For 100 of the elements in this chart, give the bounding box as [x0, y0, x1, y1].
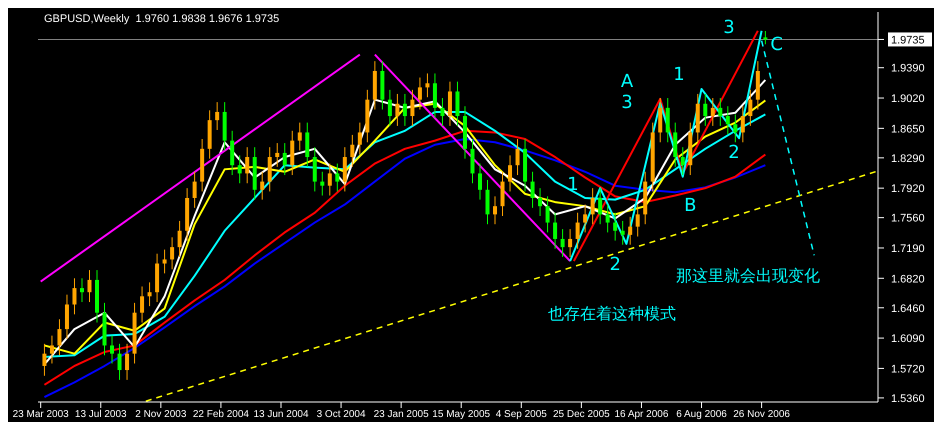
- candlestick: [320, 171, 324, 196]
- candlestick: [613, 212, 618, 242]
- candlestick: [118, 343, 122, 380]
- candlestick: [530, 171, 535, 208]
- candlestick: [620, 220, 625, 246]
- candlestick: [576, 212, 580, 250]
- x-tick-label: 22 Feb 2004: [192, 409, 250, 420]
- candlestick: [110, 335, 114, 364]
- candlestick: [553, 212, 558, 250]
- candlestick: [478, 163, 482, 200]
- candlestick: [192, 171, 197, 208]
- x-tick-label: 16 Apr 2006: [614, 409, 669, 420]
- candlestick: [42, 343, 46, 376]
- candlestick: [636, 204, 640, 237]
- candlestick: [425, 72, 430, 98]
- candlestick: [410, 89, 414, 126]
- candlestick: [245, 146, 250, 184]
- y-tick-label: 1.7920: [891, 183, 925, 196]
- candlestick: [680, 146, 685, 176]
- candlestick: [508, 154, 512, 192]
- y-tick-label: 1.9735: [891, 34, 925, 46]
- candlestick: [440, 98, 444, 126]
- x-tick-label: 25 Dec 2005: [553, 409, 610, 420]
- candlestick: [568, 228, 572, 258]
- chart-title: GBPUSD,Weekly 1.9760 1.9838 1.9676 1.9735: [44, 13, 280, 25]
- y-tick-label: 1.6460: [891, 302, 925, 315]
- candlestick: [328, 163, 332, 196]
- candlestick: [87, 270, 92, 303]
- candlestick: [125, 343, 130, 380]
- y-tick-label: 1.5720: [891, 363, 925, 376]
- y-tick-label: 1.9020: [891, 93, 925, 106]
- candlestick: [170, 236, 174, 270]
- x-tick-label: 26 Nov 2006: [733, 409, 790, 420]
- candlestick: [606, 204, 610, 233]
- x-tick-label: 2 Nov 2003: [135, 409, 187, 420]
- y-tick-label: 1.7560: [891, 212, 925, 225]
- annotation: A: [620, 71, 634, 92]
- candlestick: [726, 106, 730, 135]
- candlestick: [546, 196, 550, 233]
- candlestick: [598, 188, 602, 225]
- candlestick: [298, 122, 302, 151]
- candlestick: [493, 196, 498, 225]
- annotation: 也存在着这种模式: [548, 304, 676, 324]
- x-tick-label: 3 Oct 2004: [316, 409, 366, 420]
- candlestick: [402, 93, 407, 126]
- annotation: 1: [567, 174, 579, 196]
- y-tick-label: 1.7190: [891, 242, 925, 255]
- candlestick: [418, 77, 422, 110]
- y-tick-label: 1.6090: [891, 333, 925, 346]
- candlestick: [148, 282, 152, 307]
- x-tick-label: 4 Sep 2005: [496, 409, 548, 420]
- candlestick: [350, 134, 354, 168]
- candlestick: [388, 89, 392, 126]
- x-tick-label: 13 Jul 2003: [74, 409, 128, 420]
- x-tick-label: 6 Aug 2006: [676, 409, 728, 420]
- y-tick-label: 1.8290: [891, 152, 925, 165]
- annotation: 2: [609, 254, 621, 276]
- candlestick: [260, 171, 264, 200]
- candlestick: [710, 98, 715, 126]
- annotation: B: [684, 195, 696, 216]
- candlestick: [748, 89, 752, 126]
- candlestick: [215, 102, 220, 130]
- candlestick: [358, 122, 362, 156]
- candlestick: [72, 278, 76, 315]
- x-tick-label: 13 Jun 2004: [253, 409, 309, 420]
- annotation: 1: [673, 64, 685, 86]
- x-tick-label: 15 May 2005: [432, 409, 491, 420]
- candlestick: [275, 142, 280, 168]
- candlestick: [50, 335, 54, 364]
- y-tick-label: 1.6820: [891, 273, 925, 286]
- candlestick: [178, 220, 182, 258]
- y-tick-label: 1.9390: [891, 62, 925, 75]
- candlestick: [395, 93, 400, 126]
- candlestick: [733, 114, 738, 143]
- x-tick-label: 23 Mar 2003: [12, 409, 70, 420]
- annotation: 那这里就会出现变化: [676, 266, 820, 286]
- candlestick: [590, 188, 595, 225]
- candlestick: [628, 216, 632, 246]
- y-tick-label: 1.8650: [891, 123, 925, 136]
- candlestick: [763, 30, 768, 45]
- annotation: 2: [728, 142, 740, 164]
- candlestick: [80, 278, 84, 303]
- candlestick: [57, 318, 62, 356]
- annotation: 3: [621, 92, 633, 114]
- candlestick: [560, 228, 565, 258]
- candlestick: [162, 249, 167, 274]
- candlestick: [335, 163, 340, 192]
- candlestick: [516, 138, 520, 176]
- candlestick: [538, 188, 542, 217]
- annotation: C: [770, 34, 783, 55]
- candlestick: [140, 286, 144, 324]
- candlestick: [718, 98, 722, 126]
- x-tick-label: 23 Jan 2005: [374, 409, 430, 420]
- candlestick: [703, 93, 708, 126]
- candlestick: [740, 106, 745, 143]
- annotation: 3: [723, 17, 735, 38]
- candlestick: [583, 204, 588, 233]
- y-tick-label: 1.5360: [891, 392, 925, 405]
- candlestick: [238, 154, 242, 184]
- candlestick: [282, 142, 287, 176]
